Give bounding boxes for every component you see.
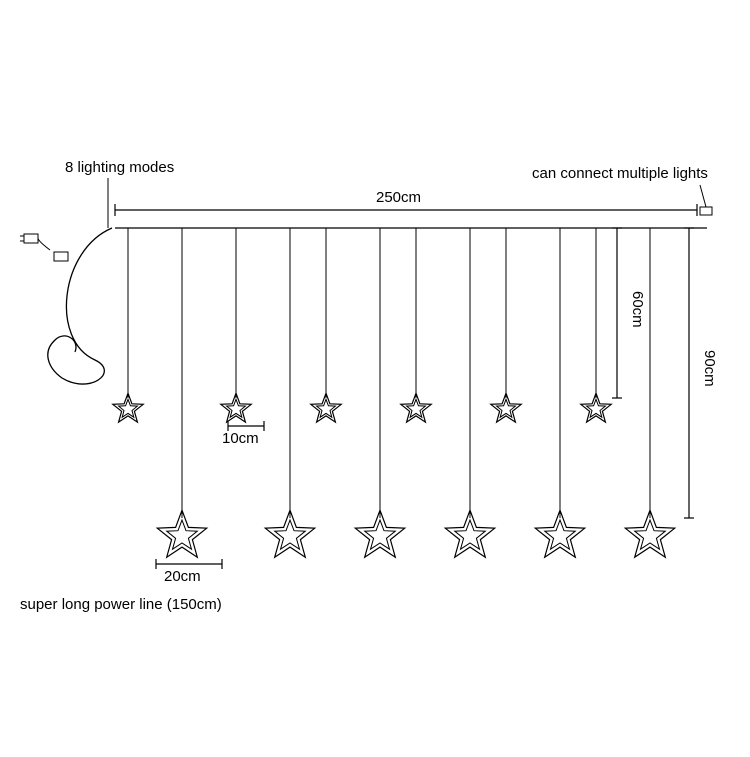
- diagram-canvas: 8 lighting modes can connect multiple li…: [0, 0, 750, 757]
- label-h-short: 60cm: [629, 291, 646, 328]
- label-power: super long power line (150cm): [20, 596, 222, 613]
- label-connect: can connect multiple lights: [532, 165, 708, 182]
- label-h-long: 90cm: [701, 350, 718, 387]
- label-star-small: 10cm: [222, 430, 259, 447]
- diagram-svg: [0, 0, 750, 757]
- label-modes: 8 lighting modes: [65, 159, 174, 176]
- label-star-large: 20cm: [164, 568, 201, 585]
- label-width: 250cm: [376, 189, 421, 206]
